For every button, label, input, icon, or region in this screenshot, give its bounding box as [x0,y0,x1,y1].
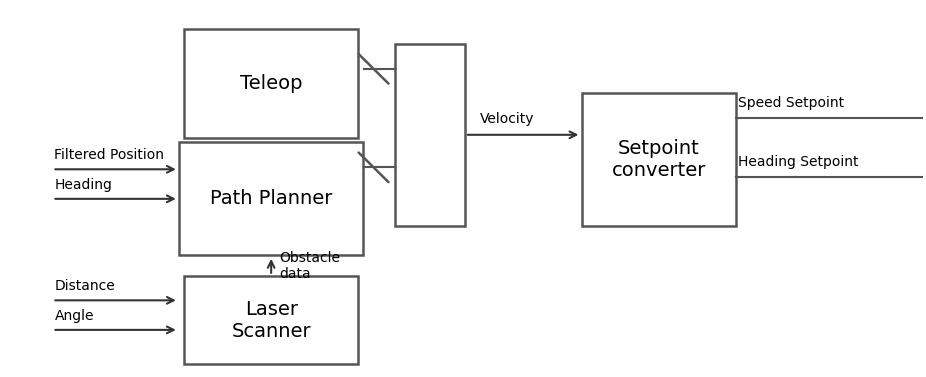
Text: Setpoint
converter: Setpoint converter [612,139,706,180]
Bar [184,276,358,364]
Text: Path Planner: Path Planner [210,189,332,208]
Text: Teleop: Teleop [240,74,303,93]
Text: Angle: Angle [55,309,94,323]
Text: Distance: Distance [55,279,115,293]
Text: Filtered Position: Filtered Position [55,149,165,162]
Text: Laser
Scanner: Laser Scanner [232,300,311,340]
Bar [184,29,358,138]
Text: Heading: Heading [55,178,112,192]
Text: Heading Setpoint: Heading Setpoint [738,155,858,169]
Text: Velocity: Velocity [480,112,534,126]
Bar [395,44,465,226]
Text: Speed Setpoint: Speed Setpoint [738,96,845,110]
Bar [180,142,363,256]
Text: Obstacle
data: Obstacle data [279,251,340,281]
Bar [582,93,736,226]
